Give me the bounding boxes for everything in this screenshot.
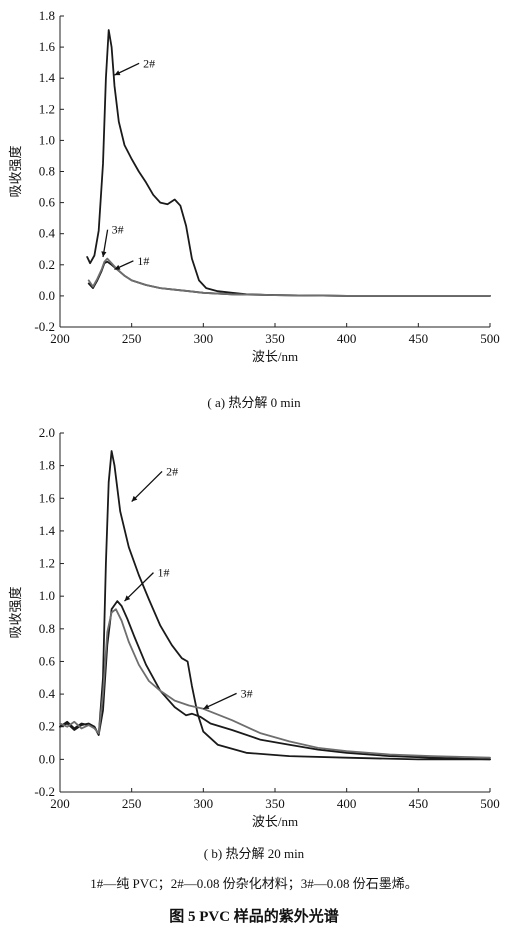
y-axis-label-group: 吸收强度 xyxy=(8,586,23,638)
annotation-label: 3# xyxy=(241,686,253,700)
x-tick-label: 300 xyxy=(194,796,214,811)
x-tick-label: 450 xyxy=(409,796,429,811)
y-tick-label: 1.0 xyxy=(39,132,55,147)
y-tick-label: 0.8 xyxy=(39,164,55,179)
y-tick-label: 1.6 xyxy=(39,39,56,54)
x-tick-label: 450 xyxy=(409,331,429,346)
y-tick-label: 0.4 xyxy=(39,686,56,701)
x-tick-label: 200 xyxy=(50,331,70,346)
series-2-line xyxy=(59,450,491,761)
y-axis-label-group: 吸收强度 xyxy=(8,145,23,197)
annotation-arrowhead xyxy=(114,264,121,270)
annotation-arrowhead xyxy=(101,251,107,258)
annotation-arrowhead xyxy=(124,595,131,602)
annotation-arrowhead xyxy=(114,70,121,76)
caption-b: ( b) 热分解 20 min xyxy=(203,846,305,861)
x-tick-label: 200 xyxy=(50,796,70,811)
y-tick-label: 1.4 xyxy=(39,70,56,85)
x-tick-label: 500 xyxy=(480,331,500,346)
x-tick-label: 250 xyxy=(122,796,142,811)
x-axis-label: 波长/nm xyxy=(252,349,298,364)
chart-b: -0.2 0.0 0.2 0.4 0.6 0.8 1.0 1.2 1.4 1.6 1.8 2.0 200… xyxy=(8,425,500,829)
annotation-label: 2# xyxy=(143,56,155,70)
annotation-label: 1# xyxy=(157,566,169,580)
caption-a: ( a) 热分解 0 min xyxy=(207,395,301,410)
annotation-arrow xyxy=(124,572,154,602)
y-tick-label: 1.2 xyxy=(39,556,55,571)
x-axis-label: 波长/nm xyxy=(252,814,298,829)
y-tick-label: 1.8 xyxy=(39,8,55,23)
y-tick-label: 0.6 xyxy=(39,195,56,210)
x-tick-label: 250 xyxy=(122,331,142,346)
annotation-label: 1# xyxy=(137,254,149,268)
y-tick-label: 0.4 xyxy=(39,226,56,241)
annotation-arrow xyxy=(203,692,237,710)
y-tick-label: 0.6 xyxy=(39,653,56,668)
x-tick-label: 350 xyxy=(265,796,285,811)
y-tick-label: 1.6 xyxy=(39,490,56,505)
annotation-arrow xyxy=(131,470,163,502)
figure-title: 图 5 PVC 样品的紫外光谱 xyxy=(169,909,339,925)
series-3-line xyxy=(87,257,491,297)
series-2-line xyxy=(86,29,491,297)
y-tick-label: 0.0 xyxy=(39,751,55,766)
x-tick-label: 300 xyxy=(194,331,214,346)
x-tick-label: 500 xyxy=(480,796,500,811)
annotation-arrowhead xyxy=(131,495,138,502)
x-tick-label: 350 xyxy=(265,331,285,346)
y-tick-label: -0.2 xyxy=(34,784,55,799)
annotation-label: 2# xyxy=(166,464,178,478)
y-tick-label: 2.0 xyxy=(39,425,55,440)
y-tick-label: 1.2 xyxy=(39,101,55,116)
y-tick-label: 1.8 xyxy=(39,458,55,473)
chart-a: -0.2 0.0 0.2 0.4 0.6 0.8 1.0 1.2 1.4 1.6 1.8 200 250… xyxy=(8,8,500,364)
y-tick-label: 1.0 xyxy=(39,588,55,603)
y-axis-label: 吸收强度 xyxy=(8,586,23,638)
series-3-line xyxy=(59,608,491,759)
series-1-line xyxy=(59,600,491,761)
y-tick-label: 1.4 xyxy=(39,523,56,538)
y-tick-label: 0.0 xyxy=(39,288,55,303)
y-axis-label: 吸收强度 xyxy=(8,145,23,197)
y-tick-label: 0.2 xyxy=(39,719,55,734)
annotation-arrowhead xyxy=(203,704,210,709)
sample-legend: 1#—纯 PVC；2#—0.08 份杂化材料；3#—0.08 份石墨烯。 xyxy=(90,876,418,891)
y-tick-label: 0.8 xyxy=(39,621,55,636)
x-tick-label: 400 xyxy=(337,331,357,346)
x-tick-label: 400 xyxy=(337,796,357,811)
y-tick-label: 0.2 xyxy=(39,257,55,272)
annotation-label: 3# xyxy=(112,223,124,237)
y-tick-label: -0.2 xyxy=(34,319,55,334)
